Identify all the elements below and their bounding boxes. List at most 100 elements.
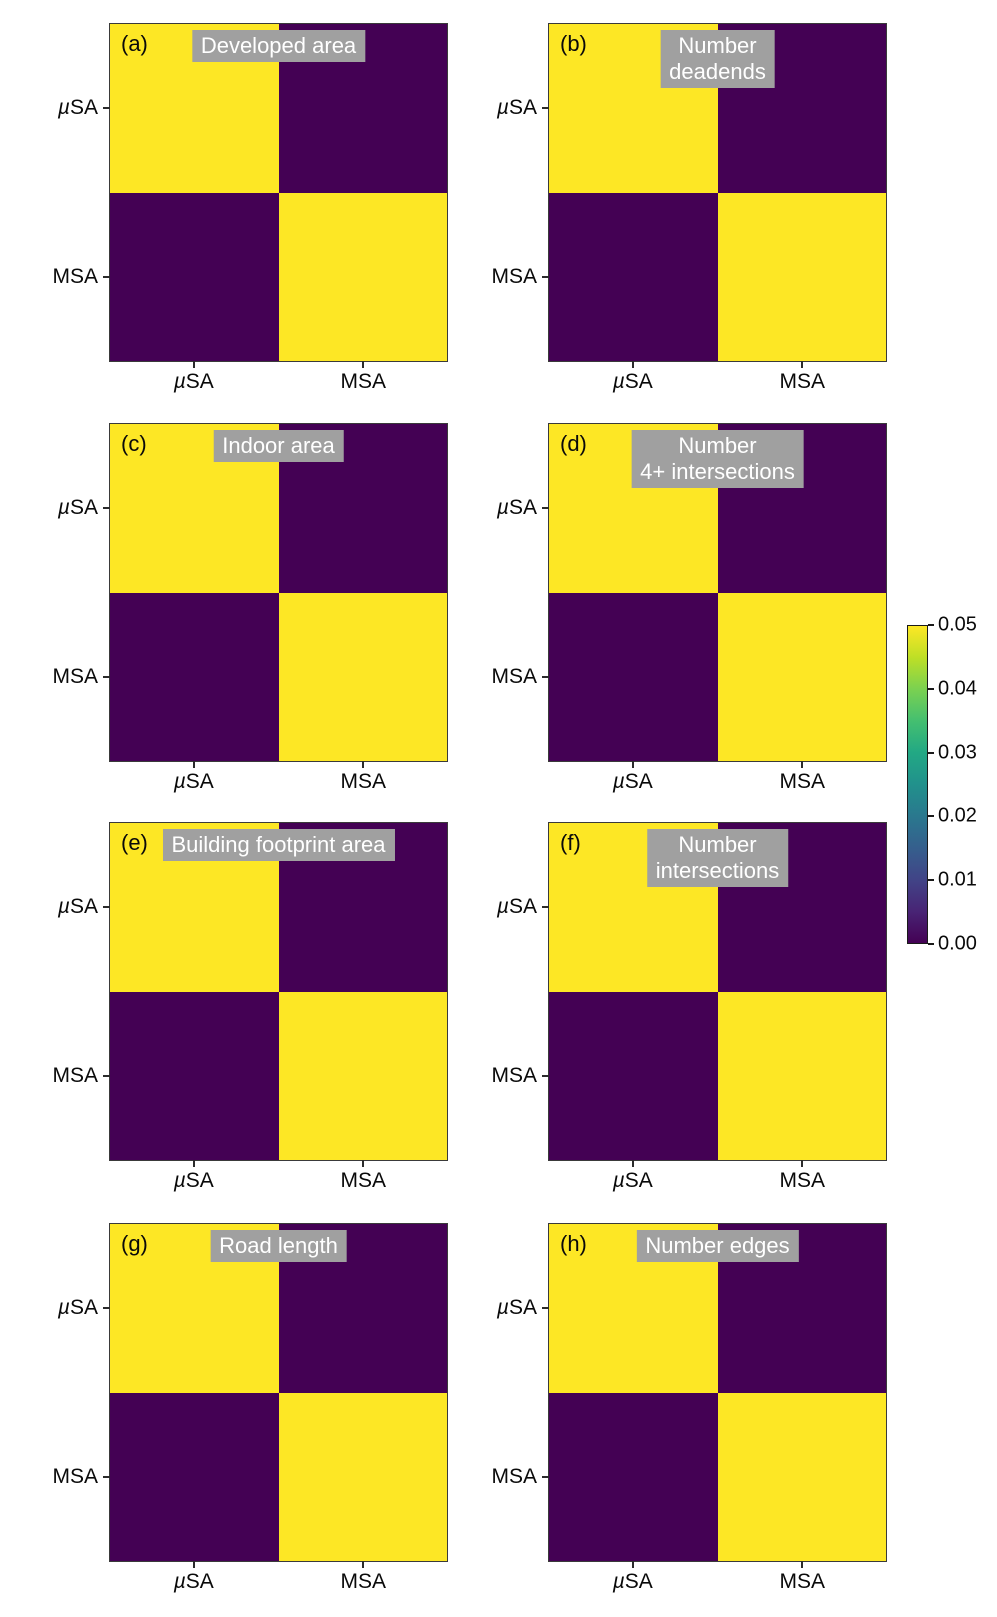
panel-title-line: intersections	[655, 858, 780, 883]
colorbar-tick-label: 0.00	[938, 932, 977, 955]
x-tick-label: MSA	[779, 770, 826, 793]
heatmap-cell	[717, 592, 886, 761]
heatmap-building-footprint-area: (e) Building footprint area	[103, 822, 448, 1167]
colorbar-tick	[928, 879, 934, 882]
heatmap-cell	[717, 991, 886, 1160]
panel-tag: (d)	[560, 431, 587, 456]
y-axis-tick	[542, 1074, 549, 1077]
y-axis-tick	[542, 275, 549, 278]
y-tick-label: µSA	[496, 894, 537, 918]
panel-title-line: Building footprint area	[171, 832, 386, 857]
panel-a: (a) Developed area µSA MSA µSA MSA	[52, 23, 448, 393]
panel-title: Building footprint area	[162, 829, 395, 861]
panel-e: (e) Building footprint area µSA MSA µSA …	[52, 822, 448, 1192]
y-tick-label: µSA	[57, 95, 98, 119]
panel-tag: (g)	[121, 1231, 148, 1256]
y-tick-label: MSA	[52, 265, 98, 289]
heatmap-cell	[278, 192, 447, 361]
x-axis-tick	[632, 761, 635, 768]
x-axis-tick	[361, 1160, 364, 1167]
panel-title: Number 4+ intersections	[631, 430, 804, 488]
x-axis-tick	[361, 1561, 364, 1568]
y-tick-label: µSA	[57, 894, 98, 918]
panel-title: Number deadends	[660, 30, 775, 88]
x-axis-tick	[361, 361, 364, 368]
x-axis-tick	[800, 1561, 803, 1568]
heatmap-cell	[278, 991, 447, 1160]
panel-title: Indoor area	[213, 430, 344, 462]
y-axis-tick	[542, 507, 549, 510]
panel-tag: (e)	[121, 830, 148, 855]
panel-title-line: Number	[678, 832, 757, 857]
x-tick-label: µSA	[173, 1169, 214, 1192]
heatmap-number-edges: (h) Number edges	[542, 1223, 887, 1568]
heatmap-cell	[549, 1392, 718, 1561]
y-axis-tick	[103, 1475, 110, 1478]
y-axis-tick	[103, 906, 110, 909]
colorbar: 0.05 0.04 0.03 0.02 0.01 0.00	[907, 614, 977, 954]
panel-title: Number intersections	[646, 829, 789, 887]
panel-tag: (a)	[121, 31, 148, 56]
y-tick-label: µSA	[496, 1295, 537, 1319]
colorbar-tick	[928, 687, 934, 690]
y-tick-label: µSA	[496, 495, 537, 519]
x-axis-tick	[632, 1561, 635, 1568]
heatmap-cell	[717, 192, 886, 361]
colorbar-tick	[928, 624, 934, 626]
heatmap-cell	[278, 592, 447, 761]
panel-title-line: Number edges	[645, 1233, 790, 1258]
panel-tag: (f)	[560, 830, 581, 855]
colorbar-gradient	[907, 625, 928, 944]
x-tick-label: MSA	[779, 370, 826, 393]
heatmap-cell	[110, 192, 279, 361]
y-axis-tick	[103, 675, 110, 678]
x-tick-label: MSA	[340, 770, 387, 793]
panel-title: Developed area	[191, 30, 366, 62]
panel-g: (g) Road length µSA MSA µSA MSA	[52, 1223, 448, 1593]
y-tick-label: µSA	[57, 495, 98, 519]
panel-tag: (b)	[560, 31, 587, 56]
heatmap-cell	[278, 1392, 447, 1561]
heatmap-cell	[110, 1392, 279, 1561]
y-axis-tick	[542, 675, 549, 678]
y-axis-tick	[103, 275, 110, 278]
colorbar-tick	[928, 751, 934, 754]
x-tick-label: MSA	[340, 370, 387, 393]
y-tick-label: MSA	[52, 1465, 98, 1489]
x-axis-tick	[632, 361, 635, 368]
colorbar-tick	[928, 943, 934, 945]
y-axis-tick	[103, 1307, 110, 1310]
heatmap-number-intersections: (f) Number intersections	[542, 822, 887, 1167]
x-axis-tick	[800, 761, 803, 768]
x-tick-label: µSA	[173, 1570, 214, 1593]
x-tick-label: MSA	[779, 1570, 826, 1593]
heatmap-cell	[549, 592, 718, 761]
x-axis-tick	[632, 1160, 635, 1167]
x-tick-label: MSA	[340, 1570, 387, 1593]
panel-title-line: deadends	[669, 59, 766, 84]
x-tick-label: µSA	[612, 370, 653, 393]
panel-b: (b) Number deadends µSA MSA µSA MSA	[491, 23, 887, 393]
y-tick-label: MSA	[52, 665, 98, 689]
x-axis-tick	[193, 361, 196, 368]
panel-h: (h) Number edges µSA MSA µSA MSA	[491, 1223, 887, 1593]
colorbar-tick-label: 0.04	[938, 677, 977, 700]
x-axis-tick	[193, 1561, 196, 1568]
y-axis-tick	[103, 107, 110, 110]
panel-title: Road length	[210, 1230, 347, 1262]
colorbar-tick-label: 0.02	[938, 804, 977, 827]
heatmap-road-length: (g) Road length	[103, 1223, 448, 1568]
panel-c: (c) Indoor area µSA MSA µSA MSA	[52, 423, 448, 793]
panel-title: Number edges	[636, 1230, 799, 1262]
colorbar-tick-label: 0.05	[938, 613, 977, 636]
x-axis-tick	[193, 1160, 196, 1167]
panel-tag: (h)	[560, 1231, 587, 1256]
x-tick-label: µSA	[612, 1169, 653, 1192]
x-axis-tick	[800, 361, 803, 368]
y-tick-label: µSA	[496, 95, 537, 119]
y-axis-tick	[542, 1307, 549, 1310]
x-axis-tick	[800, 1160, 803, 1167]
heatmap-number-4plus-intersections: (d) Number 4+ intersections	[542, 423, 887, 768]
panel-f: (f) Number intersections µSA MSA µSA MSA	[491, 822, 887, 1192]
